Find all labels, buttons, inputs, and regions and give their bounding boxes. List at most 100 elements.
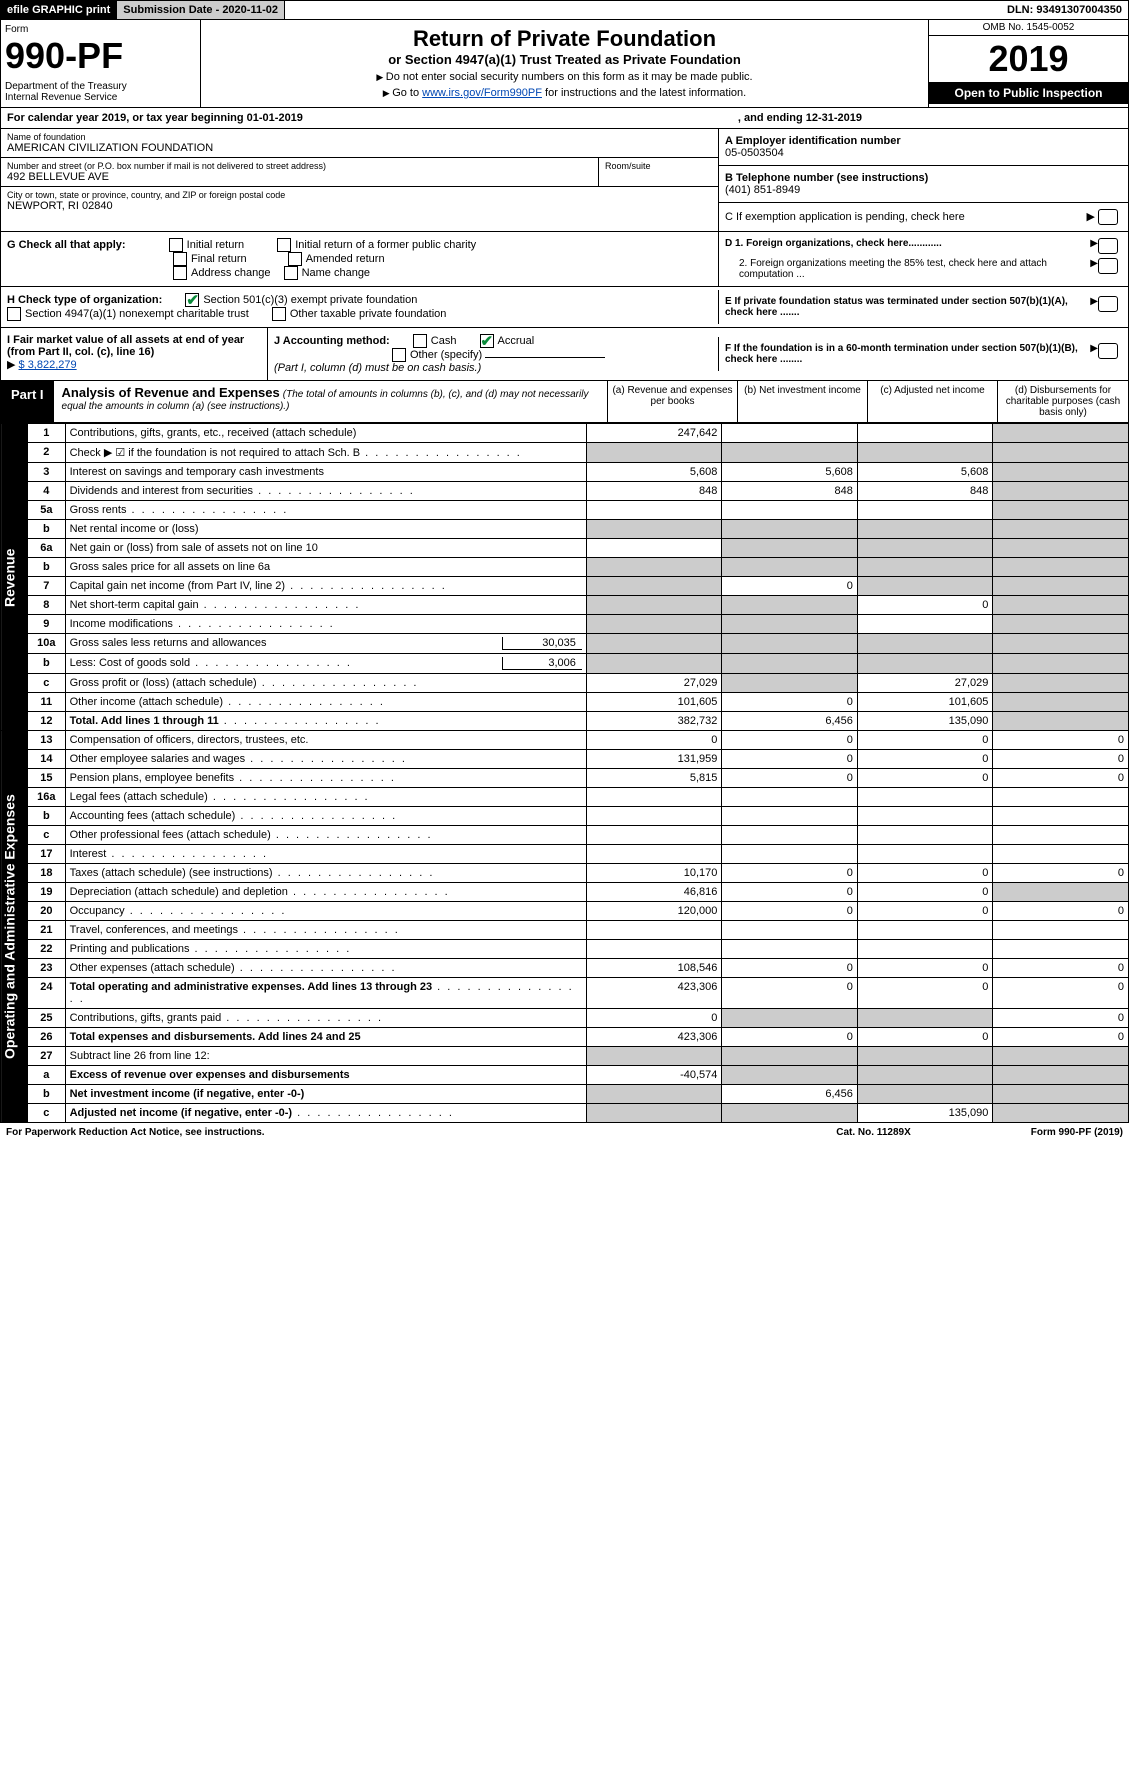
phone: (401) 851-8949 [725, 184, 1122, 196]
foundation-name: AMERICAN CIVILIZATION FOUNDATION [7, 142, 712, 154]
note-ssn: Do not enter social security numbers on … [207, 71, 922, 83]
irs-link[interactable]: www.irs.gov/Form990PF [422, 87, 542, 99]
i-label: I Fair market value of all assets at end… [7, 334, 244, 358]
final-return-cb[interactable] [173, 252, 187, 266]
header-left: Form 990-PF Department of the Treasury I… [1, 20, 201, 107]
table-row: cGross profit or (loss) (attach schedule… [1, 674, 1129, 693]
footer-right: Form 990-PF (2019) [1031, 1127, 1123, 1138]
table-row: 9Income modifications [1, 615, 1129, 634]
entity-left: Name of foundation AMERICAN CIVILIZATION… [1, 129, 718, 231]
h-check-row: H Check type of organization: Section 50… [0, 287, 1129, 328]
table-row: Operating and Administrative Expenses13C… [1, 731, 1129, 750]
room-label: Room/suite [605, 161, 712, 171]
table-row: 18Taxes (attach schedule) (see instructi… [1, 864, 1129, 883]
table-row: 15Pension plans, employee benefits5,8150… [1, 769, 1129, 788]
f-label: F If the foundation is in a 60-month ter… [725, 343, 1090, 365]
amended-label: Amended return [306, 253, 385, 265]
table-row: 23Other expenses (attach schedule)108,54… [1, 959, 1129, 978]
table-row: bGross sales price for all assets on lin… [1, 558, 1129, 577]
note-link: Go to www.irs.gov/Form990PF for instruct… [207, 87, 922, 99]
pending-checkbox[interactable] [1098, 209, 1118, 225]
address-cell: Number and street (or P.O. box number if… [1, 158, 718, 187]
pending-cell: C If exemption application is pending, c… [719, 203, 1128, 231]
i-value[interactable]: $ 3,822,279 [19, 359, 77, 371]
table-row: 8Net short-term capital gain0 [1, 596, 1129, 615]
pending-label: C If exemption application is pending, c… [725, 211, 965, 223]
col-d-header: (d) Disbursements for charitable purpose… [998, 381, 1128, 422]
h1-label: Section 501(c)(3) exempt private foundat… [203, 294, 417, 306]
table-row: 10aGross sales less returns and allowanc… [1, 634, 1129, 654]
table-row: cOther professional fees (attach schedul… [1, 826, 1129, 845]
initial-return-cb[interactable] [169, 238, 183, 252]
entity-block: Name of foundation AMERICAN CIVILIZATION… [0, 129, 1129, 232]
col-a-header: (a) Revenue and expenses per books [608, 381, 738, 422]
h3-checkbox[interactable] [272, 307, 286, 321]
h2-checkbox[interactable] [7, 307, 21, 321]
table-row: aExcess of revenue over expenses and dis… [1, 1066, 1129, 1085]
table-row: 5aGross rents [1, 501, 1129, 520]
table-row: bNet investment income (if negative, ent… [1, 1085, 1129, 1104]
submission-date: Submission Date - 2020-11-02 [117, 1, 285, 19]
d1-label: D 1. Foreign organizations, check here..… [725, 238, 1090, 254]
city-label: City or town, state or province, country… [7, 190, 712, 200]
foundation-name-cell: Name of foundation AMERICAN CIVILIZATION… [1, 129, 718, 158]
table-row: 17Interest [1, 845, 1129, 864]
efile-label: efile GRAPHIC print [1, 1, 117, 19]
foundation-name-label: Name of foundation [7, 132, 712, 142]
calendar-year-row: For calendar year 2019, or tax year begi… [0, 108, 1129, 129]
j-other-cb[interactable] [392, 348, 406, 362]
table-row: bNet rental income or (loss) [1, 520, 1129, 539]
j-note: (Part I, column (d) must be on cash basi… [274, 362, 481, 374]
initial-return-label: Initial return [187, 239, 244, 251]
j-other-label: Other (specify) [410, 349, 482, 361]
address-label: Number and street (or P.O. box number if… [7, 161, 598, 171]
f-checkbox[interactable] [1098, 343, 1118, 359]
table-row: 6aNet gain or (loss) from sale of assets… [1, 539, 1129, 558]
part1-header: Part I Analysis of Revenue and Expenses … [0, 381, 1129, 423]
city-cell: City or town, state or province, country… [1, 187, 718, 215]
col-b-header: (b) Net investment income [738, 381, 868, 422]
initial-former-label: Initial return of a former public charit… [295, 239, 476, 251]
amended-cb[interactable] [288, 252, 302, 266]
e-section: E If private foundation status was termi… [718, 290, 1128, 324]
part1-title: Analysis of Revenue and Expenses [62, 385, 280, 400]
j-label: J Accounting method: [274, 335, 390, 347]
d2-checkbox[interactable] [1098, 258, 1118, 274]
h3-label: Other taxable private foundation [290, 308, 447, 320]
h2-label: Section 4947(a)(1) nonexempt charitable … [25, 308, 249, 320]
j-accrual-cb[interactable] [480, 334, 494, 348]
table-row: 27Subtract line 26 from line 12: [1, 1047, 1129, 1066]
table-row: bAccounting fees (attach schedule) [1, 807, 1129, 826]
e-label: E If private foundation status was termi… [725, 296, 1090, 318]
initial-former-cb[interactable] [277, 238, 291, 252]
part1-tag: Part I [1, 381, 54, 422]
section-sidebar: Revenue [1, 424, 28, 731]
table-row: 14Other employee salaries and wages131,9… [1, 750, 1129, 769]
j-cash-label: Cash [431, 335, 457, 347]
name-change-cb[interactable] [284, 266, 298, 280]
j-cash-cb[interactable] [413, 334, 427, 348]
f-section: F If the foundation is in a 60-month ter… [718, 337, 1128, 371]
h1-checkbox[interactable] [185, 293, 199, 307]
table-row: 24Total operating and administrative exp… [1, 978, 1129, 1009]
ijf-row: I Fair market value of all assets at end… [0, 328, 1129, 381]
page-footer: For Paperwork Reduction Act Notice, see … [0, 1123, 1129, 1142]
table-row: 16aLegal fees (attach schedule) [1, 788, 1129, 807]
form-subtitle: or Section 4947(a)(1) Trust Treated as P… [207, 52, 922, 67]
d1-checkbox[interactable] [1098, 238, 1118, 254]
form-title: Return of Private Foundation [207, 26, 922, 52]
table-row: 2Check ▶ ☑ if the foundation is not requ… [1, 443, 1129, 463]
d-section: D 1. Foreign organizations, check here..… [718, 232, 1128, 286]
header-center: Return of Private Foundation or Section … [201, 20, 928, 107]
city: NEWPORT, RI 02840 [7, 200, 712, 212]
table-row: bLess: Cost of goods sold3,006 [1, 654, 1129, 674]
table-row: 4Dividends and interest from securities8… [1, 482, 1129, 501]
addr-change-cb[interactable] [173, 266, 187, 280]
inspection-label: Open to Public Inspection [929, 82, 1128, 104]
ein-label: A Employer identification number [725, 135, 1122, 147]
final-return-label: Final return [191, 253, 247, 265]
part1-title-cell: Analysis of Revenue and Expenses (The to… [54, 381, 608, 422]
table-row: 12Total. Add lines 1 through 11382,7326,… [1, 712, 1129, 731]
e-checkbox[interactable] [1098, 296, 1118, 312]
addr-change-label: Address change [191, 267, 271, 279]
